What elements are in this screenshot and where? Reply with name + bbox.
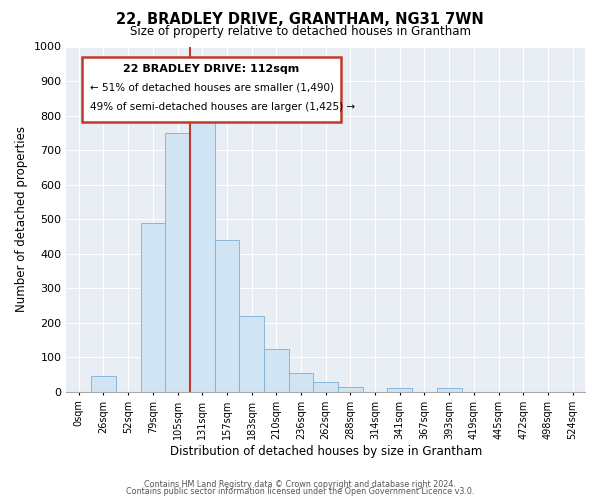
Bar [215,240,239,392]
Bar [388,388,412,392]
Bar [437,388,461,392]
Bar [140,222,165,392]
Bar [338,386,363,392]
Bar [264,349,289,392]
Text: ← 51% of detached houses are smaller (1,490): ← 51% of detached houses are smaller (1,… [90,83,334,93]
X-axis label: Distribution of detached houses by size in Grantham: Distribution of detached houses by size … [170,444,482,458]
Text: 22, BRADLEY DRIVE, GRANTHAM, NG31 7WN: 22, BRADLEY DRIVE, GRANTHAM, NG31 7WN [116,12,484,26]
Bar [91,376,116,392]
Text: 49% of semi-detached houses are larger (1,425) →: 49% of semi-detached houses are larger (… [90,102,355,112]
Text: Contains public sector information licensed under the Open Government Licence v3: Contains public sector information licen… [126,487,474,496]
Bar [165,133,190,392]
FancyBboxPatch shape [82,57,341,122]
Text: Contains HM Land Registry data © Crown copyright and database right 2024.: Contains HM Land Registry data © Crown c… [144,480,456,489]
Text: 22 BRADLEY DRIVE: 112sqm: 22 BRADLEY DRIVE: 112sqm [124,64,300,74]
Bar [313,382,338,392]
Text: Size of property relative to detached houses in Grantham: Size of property relative to detached ho… [130,24,470,38]
Bar [239,316,264,392]
Y-axis label: Number of detached properties: Number of detached properties [15,126,28,312]
Bar [190,116,215,392]
Bar [289,373,313,392]
